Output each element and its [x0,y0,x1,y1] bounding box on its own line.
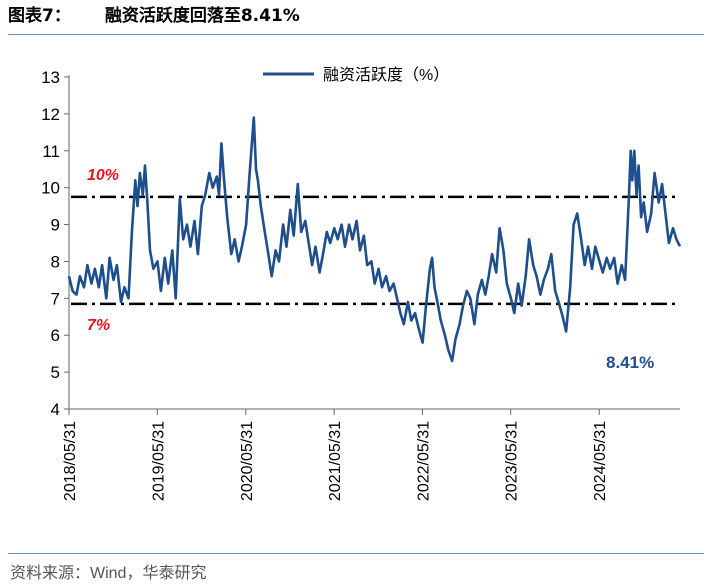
y-tick-label: 10 [41,179,60,198]
title-divider [8,34,704,35]
reference-label: 7% [87,317,110,334]
x-tick-label: 2023/05/31 [504,421,521,501]
y-tick-label: 6 [51,326,60,345]
reference-label: 10% [87,167,119,184]
figure-title-text: 融资活跃度回落至8.41% [104,6,300,26]
series-line [67,116,682,363]
x-tick-label: 2024/05/31 [592,421,609,501]
x-tick-label: 2021/05/31 [327,421,344,501]
y-tick-label: 4 [51,400,60,419]
footer-divider [8,553,704,554]
y-tick-label: 12 [41,105,60,124]
source-note: 资料来源：Wind，华泰研究 [10,565,207,582]
y-tick-label: 13 [41,68,60,87]
x-tick-label: 2022/05/31 [415,421,432,501]
y-tick-label: 11 [42,142,60,161]
x-tick-label: 2020/05/31 [239,421,256,501]
legend-label: 融资活跃度（%） [323,66,449,84]
y-tick-label: 9 [51,216,60,235]
y-tick-label: 7 [51,289,60,308]
annotations: 8.41% [606,353,654,372]
x-tick-label: 2018/05/31 [62,421,79,501]
y-tick-label: 8 [51,252,60,271]
last-value-label: 8.41% [606,353,654,372]
x-tick-label: 2019/05/31 [150,421,167,501]
reference-lines: 10% 7% [71,167,680,334]
figure-number: 图表7： [8,6,71,26]
figure-title: 图表7： 融资活跃度回落至8.41% [8,4,300,28]
y-tick-label: 5 [51,363,60,382]
line-chart: 4 5 6 7 8 9 10 11 12 13 2018/05/31 2019/05/31 2020/0… [41,66,682,501]
legend: 融资活跃度（%） [263,66,449,84]
axes-group: 4 5 6 7 8 9 10 11 12 13 2018/05/31 2019/05/31 2020/0… [41,68,680,501]
